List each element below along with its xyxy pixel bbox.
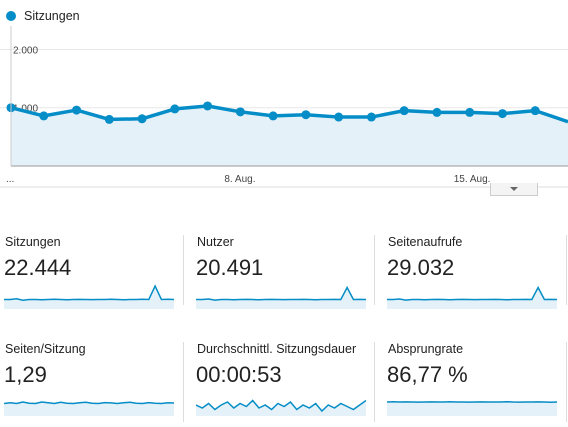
metric-sparkline xyxy=(387,400,557,416)
y-tick-label: 2.000 xyxy=(13,45,38,56)
collapse-chart-button[interactable] xyxy=(490,183,538,196)
data-point[interactable] xyxy=(72,105,82,115)
sessions-line-chart: 2.000 1.000... 8. Aug. 15. Aug. xyxy=(0,26,568,188)
sparkline-line xyxy=(387,400,557,404)
sparkline-area xyxy=(4,402,174,416)
metric-bounce-rate[interactable]: Absprungrate 86,77 % xyxy=(383,342,559,422)
metric-sessions[interactable]: Sitzungen 22.444 xyxy=(0,235,176,315)
data-point[interactable] xyxy=(104,114,114,124)
data-point[interactable] xyxy=(366,112,376,122)
x-tick-label: 15. Aug. xyxy=(454,174,491,185)
chart-legend: Sitzungen xyxy=(6,6,80,26)
x-tick-label: ... xyxy=(6,174,14,185)
data-point[interactable] xyxy=(334,112,344,122)
data-point[interactable] xyxy=(170,104,180,114)
sparkline-line xyxy=(196,285,366,301)
metric-sparkline xyxy=(196,285,366,309)
series-line xyxy=(10,104,568,124)
metric-value: 1,29 xyxy=(4,362,47,387)
sparkline-area xyxy=(4,286,174,309)
data-point[interactable] xyxy=(399,106,409,116)
data-point[interactable] xyxy=(137,114,147,124)
metric-sparkline xyxy=(4,401,174,416)
data-point[interactable] xyxy=(268,111,278,121)
metric-value: 29.032 xyxy=(387,255,455,280)
metric-name: Durchschnittl. Sitzungsdauer xyxy=(197,342,357,356)
sparkline-area xyxy=(196,287,366,309)
metric-value: 00:00:53 xyxy=(196,362,282,387)
divider xyxy=(566,342,567,422)
sparkline-area xyxy=(387,401,557,416)
data-point[interactable] xyxy=(301,110,311,120)
divider xyxy=(374,342,375,422)
caret-down-icon xyxy=(510,187,518,191)
metric-sparkline xyxy=(4,284,174,309)
metric-name: Seitenaufrufe xyxy=(388,235,463,249)
data-point[interactable] xyxy=(465,107,475,117)
divider xyxy=(183,235,184,305)
series-area xyxy=(11,105,568,166)
divider xyxy=(566,235,567,305)
legend-label: Sitzungen xyxy=(24,9,80,23)
metric-value: 22.444 xyxy=(4,255,72,280)
metric-pages-per-session[interactable]: Seiten/Sitzung 1,29 xyxy=(0,342,176,422)
data-point[interactable] xyxy=(39,111,49,121)
sparkline-line xyxy=(387,285,557,301)
sparkline-line xyxy=(4,401,174,405)
sparkline-line xyxy=(4,284,174,302)
metric-pageviews[interactable]: Seitenaufrufe 29.032 xyxy=(383,235,559,315)
metric-name: Nutzer xyxy=(197,235,234,249)
metric-sparkline xyxy=(196,399,366,416)
y-tick-label: 1.000 xyxy=(13,104,38,115)
metric-avg-session-duration[interactable]: Durchschnittl. Sitzungsdauer 00:00:53 xyxy=(192,342,368,422)
sparkline-line xyxy=(196,399,366,413)
sparkline-area xyxy=(387,287,557,309)
data-point[interactable] xyxy=(530,106,540,116)
data-point[interactable] xyxy=(235,107,245,117)
divider xyxy=(183,342,184,422)
data-point[interactable] xyxy=(203,101,213,111)
metric-users[interactable]: Nutzer 20.491 xyxy=(192,235,368,315)
metric-name: Sitzungen xyxy=(5,235,61,249)
metric-value: 20.491 xyxy=(196,255,264,280)
divider xyxy=(374,235,375,305)
metric-name: Seiten/Sitzung xyxy=(5,342,86,356)
metric-value: 86,77 % xyxy=(387,362,468,387)
x-tick-label: 8. Aug. xyxy=(224,174,255,185)
metric-name: Absprungrate xyxy=(388,342,464,356)
data-point[interactable] xyxy=(432,107,442,117)
legend-dot-icon xyxy=(6,11,16,21)
metric-sparkline xyxy=(387,285,557,309)
sparkline-area xyxy=(196,400,366,416)
data-point[interactable] xyxy=(497,109,507,119)
